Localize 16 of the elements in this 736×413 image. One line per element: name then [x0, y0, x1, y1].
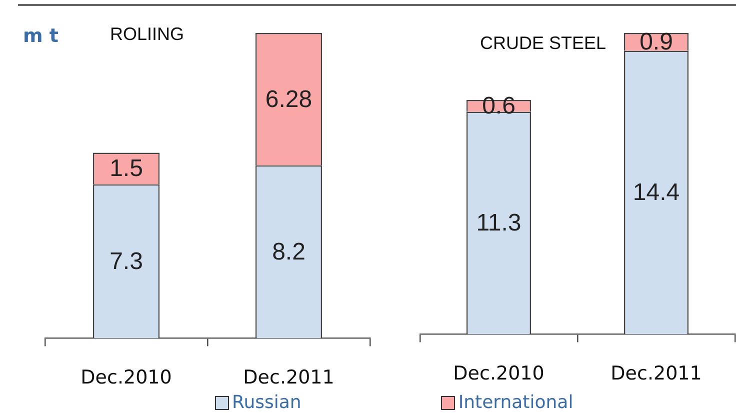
data-label: 7.3 [110, 248, 143, 275]
x-tick-label: Dec.2010 [80, 366, 172, 389]
x-tick-label: Dec.2010 [453, 362, 544, 385]
data-label: 11.3 [476, 210, 522, 237]
x-tick-label: Dec.2011 [610, 362, 702, 385]
x-tick-label: Dec.2011 [243, 366, 334, 389]
legend-label: International [458, 392, 574, 413]
data-label: 1.5 [110, 155, 143, 182]
data-label: 6.28 [265, 86, 312, 113]
chart-title: ROLIING [110, 24, 184, 44]
data-label: 14.4 [632, 179, 680, 206]
y-axis-title: m t [23, 25, 58, 47]
data-label: 0.9 [640, 28, 673, 56]
chart-title: CRUDE STEEL [480, 33, 606, 53]
legend-label: Russian [232, 392, 302, 413]
data-label: 8.2 [272, 238, 306, 266]
